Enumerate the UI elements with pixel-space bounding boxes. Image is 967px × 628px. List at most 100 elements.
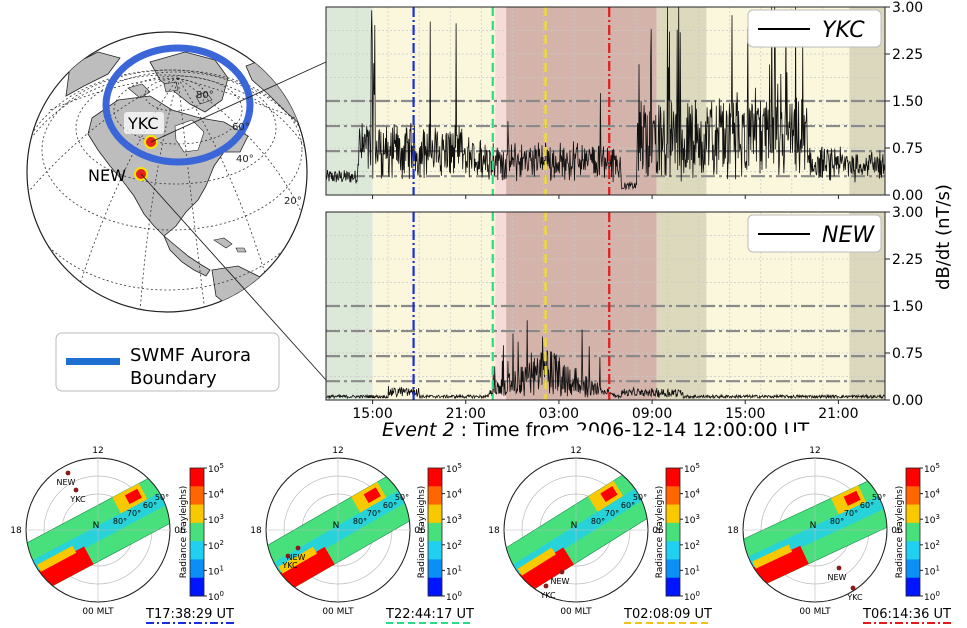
- polar-label-18: 18: [250, 526, 262, 536]
- colorbar-tick-label: 105: [684, 462, 700, 475]
- aurora-legend-label-1: SWMF Aurora: [130, 345, 251, 366]
- colorbar-segment: [906, 504, 920, 524]
- colorbar-tick-exp: 4: [695, 488, 700, 496]
- colorbar-segment: [666, 468, 680, 487]
- swath-band: [244, 463, 435, 603]
- colorbar-tick-exp: 2: [219, 539, 223, 547]
- swath-yellow-left: [37, 545, 77, 572]
- colorbar-segment: [190, 541, 204, 560]
- polar-label-06: 06: [652, 526, 664, 536]
- lat-label-60: 60°: [232, 122, 250, 133]
- colorbar-tick-base: 10: [924, 542, 936, 552]
- aurora-legend-box: [55, 332, 280, 392]
- series-clip: [326, 7, 885, 191]
- colorbar-tick-base: 10: [208, 465, 220, 475]
- colorbar-tick-exp: 4: [219, 488, 224, 496]
- colorbar-tick-exp: 2: [695, 539, 699, 547]
- aurora-boundary-oval: [102, 44, 254, 166]
- aurora-legend-label-2: Boundary: [130, 368, 217, 389]
- colorbar-tick-label: 102: [924, 539, 940, 552]
- x-tick-label: 21:00: [446, 406, 486, 422]
- colorbar-segment: [190, 559, 204, 579]
- colorbar-tick-label: 100: [684, 590, 700, 603]
- colorbar-segment: [906, 486, 920, 506]
- y-tick-label: 0.00: [892, 188, 923, 204]
- colorbar-tick-base: 10: [446, 516, 458, 526]
- y-tick-label: 0.75: [892, 141, 923, 157]
- colorbar-tick-label: 101: [446, 564, 462, 577]
- new-legend: NEW: [747, 214, 882, 253]
- polar-label-lat70: 70°: [605, 509, 619, 518]
- swath-red-right: [363, 487, 381, 504]
- polar-label-lat60: 60°: [621, 501, 635, 510]
- polar-mask: [0, 430, 198, 628]
- polar-time-label: T17:38:29 UT: [145, 607, 234, 622]
- polar-station-ykc-label: YKC: [69, 495, 86, 504]
- colorbar-segment: [190, 577, 204, 597]
- colorbar-tick-base: 10: [208, 491, 220, 501]
- colorbar-tick-exp: 1: [695, 564, 699, 572]
- polar-label-06: 06: [891, 526, 903, 536]
- polar-station-new: [836, 565, 842, 571]
- polar-mask: [715, 430, 915, 628]
- colorbar-tick-exp: 3: [219, 513, 223, 521]
- swath-band: [3, 465, 196, 600]
- colorbar-label: Radiance (rayleighs): [895, 486, 905, 579]
- colorbar-tick-exp: 2: [935, 539, 939, 547]
- colorbar-tick-label: 100: [446, 590, 462, 603]
- swath-band: [719, 469, 914, 596]
- colorbar-tick-base: 10: [684, 567, 696, 577]
- zoom-line-new: [140, 173, 327, 381]
- background-phase-2: [495, 212, 507, 400]
- colorbar-segment: [428, 522, 442, 542]
- colorbar-tick-base: 10: [446, 542, 458, 552]
- colorbar-tick-label: 105: [924, 462, 940, 475]
- polar-label-lat50: 50°: [872, 493, 886, 502]
- colorbar-tick-label: 102: [684, 539, 700, 552]
- polar-station-ykc-label: YKC: [539, 591, 556, 600]
- caribbean-islands: [213, 237, 247, 253]
- colorbar-segment: [666, 522, 680, 542]
- lat-label-20: 20°: [284, 196, 302, 207]
- y-axis-label: dB/dt (nT/s): [933, 184, 954, 290]
- colorbar-tick-base: 10: [924, 593, 936, 603]
- background-phase-2: [495, 7, 507, 195]
- polar-label-00mlt: 00 MLT: [322, 607, 354, 617]
- aurora-legend-swatch: [66, 358, 120, 365]
- polar-label-06: 06: [174, 526, 186, 536]
- lat-label-80: 80°: [196, 90, 214, 101]
- colorbar-tick-base: 10: [924, 491, 936, 501]
- polar-station-new-label: NEW: [551, 577, 570, 586]
- colorbar-tick-exp: 4: [935, 488, 940, 496]
- colorbar-segment: [906, 541, 920, 560]
- new-legend-box: [747, 214, 882, 253]
- polar-station-new-label: NEW: [57, 478, 76, 487]
- zoom-line-ykc: [150, 61, 327, 143]
- polar-label-lat60: 60°: [383, 501, 397, 510]
- y-tick-label: 0.00: [892, 393, 923, 409]
- colorbar-tick-label: 105: [446, 462, 462, 475]
- colorbar-segment: [190, 468, 204, 487]
- colorbar-tick-label: 101: [924, 564, 940, 577]
- colorbar-segment: [666, 504, 680, 524]
- colorbar-tick-label: 103: [924, 513, 940, 526]
- colorbar-tick-label: 102: [208, 539, 224, 552]
- colorbar-tick-label: 104: [924, 488, 940, 501]
- y-tick-label: 3.00: [892, 205, 923, 221]
- colorbar-frame: [189, 467, 205, 597]
- swath-yellow-left: [517, 547, 556, 576]
- colorbar-tick-exp: 5: [935, 462, 939, 470]
- polar-mask: [238, 430, 438, 628]
- x-axis-label-number: 2: [442, 419, 454, 441]
- y-tick-label: 0.75: [892, 346, 923, 362]
- colorbar-tick-exp: 0: [457, 590, 461, 598]
- x-tick-label: 15:00: [725, 406, 765, 422]
- colorbar-segment: [428, 577, 442, 597]
- colorbar-tick-exp: 3: [695, 513, 699, 521]
- polar-label-lat60: 60°: [143, 501, 157, 510]
- colorbar-tick-base: 10: [208, 542, 220, 552]
- colorbar-tick-label: 101: [208, 564, 224, 577]
- aurora-legend: SWMF Aurora Boundary: [55, 332, 280, 392]
